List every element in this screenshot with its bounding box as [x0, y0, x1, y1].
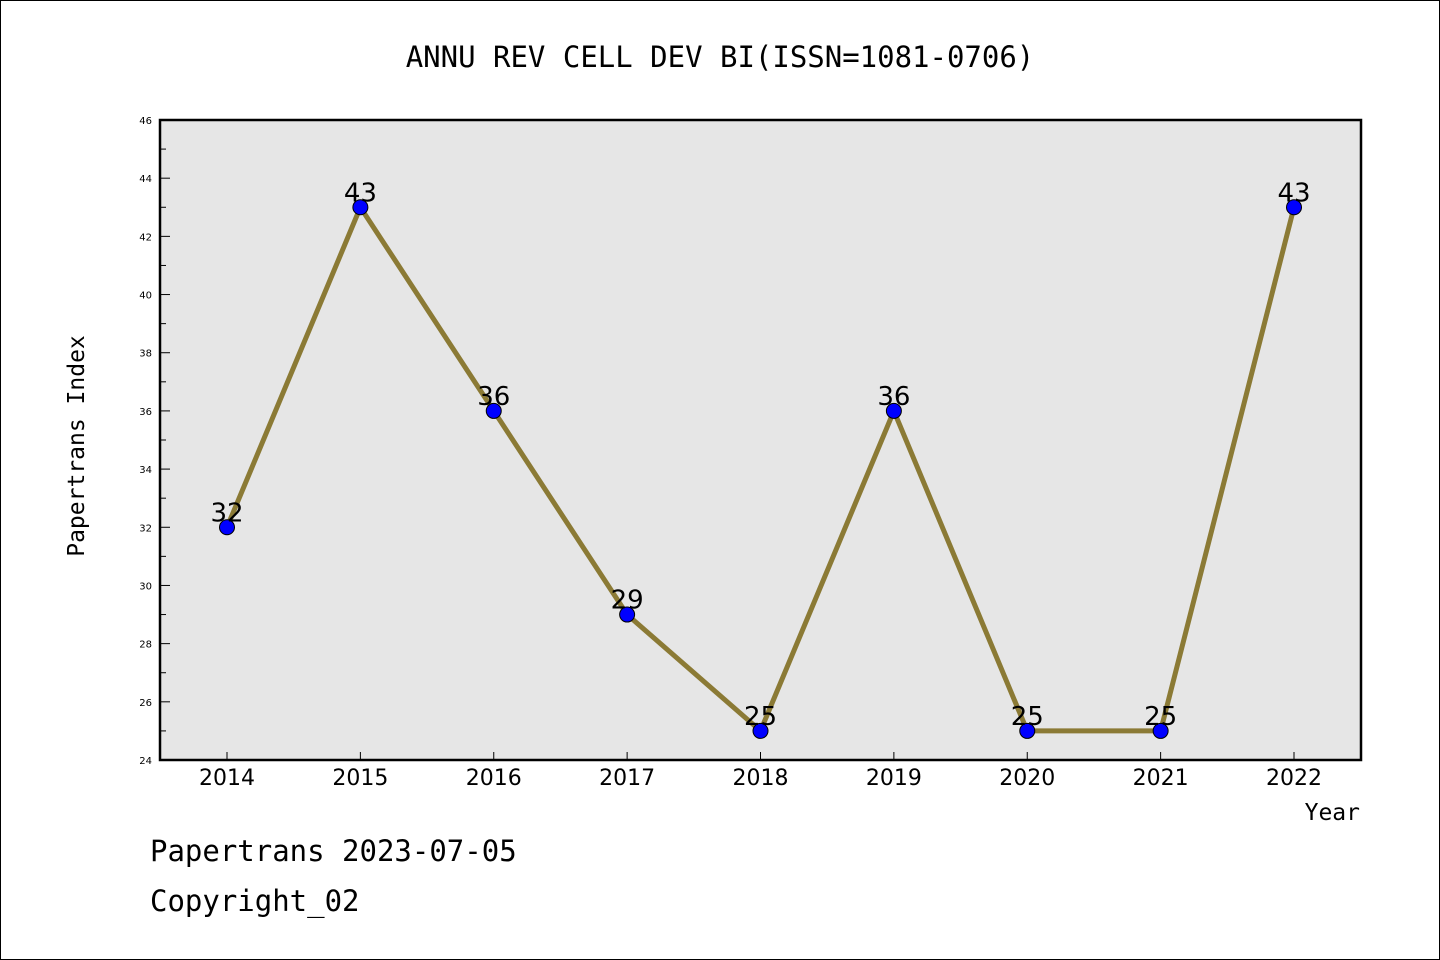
y-tick-label: 36 [139, 407, 152, 418]
y-tick-label: 40 [139, 291, 152, 302]
x-tick-label: 2019 [866, 766, 922, 791]
y-tick-label: 42 [139, 232, 152, 243]
data-label: 32 [210, 498, 243, 528]
data-label: 25 [1011, 702, 1044, 732]
plot-area [160, 120, 1361, 760]
y-tick-label: 30 [139, 581, 152, 592]
data-point [1286, 199, 1302, 216]
data-point [485, 402, 502, 419]
footer-copyright: Copyright_02 [150, 884, 360, 918]
y-tick-label: 34 [139, 465, 152, 476]
plot-border [158, 118, 1363, 762]
y-tick-label: 24 [139, 756, 152, 767]
chart-title: ANNU REV CELL DEV BI(ISSN=1081-0706) [406, 40, 1035, 74]
y-tick-label: 32 [139, 523, 152, 534]
y-tick-label: 28 [139, 640, 152, 651]
data-label: 25 [1144, 702, 1177, 732]
data-point [752, 722, 769, 739]
x-tick-label: 2015 [332, 766, 388, 791]
x-tick-label: 2014 [199, 766, 255, 791]
data-label: 25 [744, 702, 777, 732]
x-tick-label: 2018 [733, 766, 789, 791]
data-label: 36 [477, 382, 510, 412]
x-tick-label: 2020 [999, 766, 1055, 791]
x-tick-label: 2022 [1266, 766, 1322, 791]
data-point [1019, 722, 1036, 739]
x-axis-label: Year [1305, 800, 1360, 826]
footer-date: Papertrans 2023-07-05 [150, 834, 517, 868]
y-tick-label: 38 [139, 349, 152, 360]
y-tick-label: 26 [139, 698, 152, 709]
data-label: 29 [611, 586, 644, 616]
data-label: 43 [344, 178, 377, 208]
y-tick-label: 44 [139, 174, 152, 185]
y-axis-label: Papertrans Index [64, 335, 90, 557]
data-point [885, 402, 902, 419]
x-tick-label: 2021 [1133, 766, 1189, 791]
y-tick-label: 46 [139, 116, 152, 127]
data-label: 43 [1277, 178, 1310, 208]
data-point [352, 199, 369, 216]
data-point [619, 606, 636, 623]
x-tick-label: 2017 [599, 766, 655, 791]
data-point [219, 519, 235, 536]
data-label: 36 [877, 382, 910, 412]
x-tick-label: 2016 [466, 766, 522, 791]
data-point [1152, 722, 1169, 739]
